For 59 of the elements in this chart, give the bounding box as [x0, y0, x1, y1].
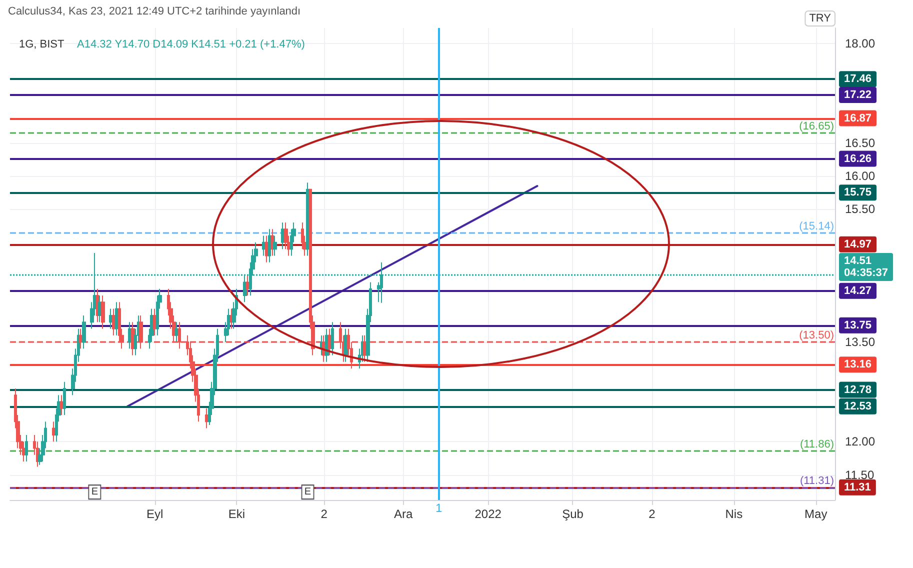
y-tick-label: 13.50 — [845, 335, 876, 350]
ref-line-label: 17.46 — [844, 73, 872, 86]
candlestick — [273, 235, 277, 256]
candlestick — [271, 228, 274, 256]
ref-line-label: (16.65) — [799, 120, 834, 132]
x-tick-label: 2 — [648, 507, 656, 521]
ref-line-label: 12.53 — [844, 400, 872, 412]
text: 1G, BIST — [19, 38, 65, 50]
candlestick — [230, 308, 233, 330]
x-tick-label: Nis — [725, 507, 743, 521]
candlestick — [175, 322, 178, 343]
x-tick-label: 2 — [320, 507, 328, 521]
candlestick — [328, 328, 331, 356]
candlestick — [60, 394, 64, 416]
candlestick — [262, 235, 266, 256]
candlestick — [246, 275, 249, 296]
ref-line-label: 14.97 — [844, 238, 872, 250]
text: Calculus34, Kas 23, 2021 12:49 UTC+2 tarihinde yayınlandı — [8, 6, 301, 18]
text: A14.32 Y14.70 D14.09 K14.51 +0.21 (+1.47%) — [77, 38, 305, 50]
y-axis-title: TRY — [809, 12, 832, 24]
annotation: E — [304, 486, 312, 498]
ref-line-label: (15.14) — [799, 220, 834, 233]
annotation: E — [91, 486, 98, 498]
ref-line-label: 1 — [436, 501, 443, 515]
y-tick-label: 15.50 — [845, 202, 876, 216]
candlestick — [52, 421, 55, 442]
x-tick-label: Ara — [394, 507, 414, 521]
ref-line-label: 14.51 04:35:37 — [844, 254, 888, 279]
candlestick — [82, 314, 86, 350]
ref-line-label: (11.86) — [800, 438, 834, 450]
x-tick-label: Eki — [228, 507, 246, 521]
ref-line-label: 11.31 — [844, 481, 871, 494]
ref-line-label: 13.16 — [844, 358, 872, 371]
y-tick-label: 16.00 — [845, 169, 876, 184]
x-tick-label: Şub — [562, 507, 584, 521]
candlestick — [115, 302, 118, 336]
x-tick-label: 2022 — [474, 507, 502, 521]
ref-line-label: 14.27 — [844, 284, 872, 297]
candlestick — [205, 408, 208, 429]
candlestick — [101, 295, 105, 330]
ref-line-label: 15.75 — [844, 186, 872, 199]
candlestick — [331, 322, 334, 356]
x-tick-label: Eyl — [146, 507, 164, 521]
ref-line-label: 13.75 — [844, 319, 872, 332]
ref-line-label: 17.22 — [844, 89, 872, 102]
candlestick — [25, 434, 28, 462]
candlestick — [268, 228, 271, 263]
candlestick — [63, 381, 66, 416]
ref-line-label: (11.31) — [800, 474, 834, 487]
y-tick-label: 12.00 — [845, 434, 876, 449]
x-tick-label: May — [804, 507, 828, 521]
y-tick-label: 16.50 — [845, 136, 876, 150]
y-tick-label: 11.50 — [845, 468, 874, 482]
ref-line-label: 12.78 — [844, 384, 872, 396]
ref-line-label: 16.26 — [844, 152, 872, 165]
y-tick-label: 18.00 — [845, 36, 876, 50]
ref-line-label: 16.87 — [844, 112, 872, 124]
candlestick — [109, 308, 113, 330]
ref-line-label: (13.50) — [799, 330, 834, 342]
